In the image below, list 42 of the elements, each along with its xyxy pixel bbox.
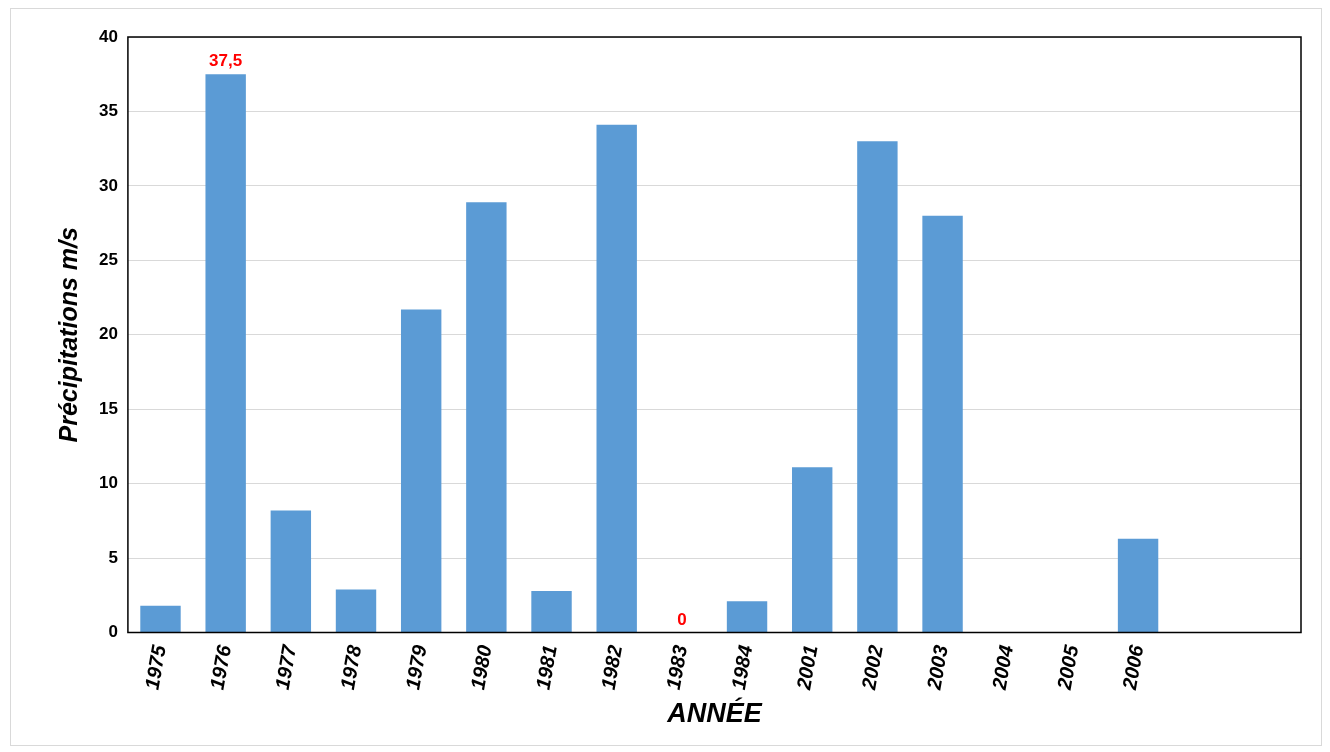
- bar: [270, 510, 312, 633]
- bar: [792, 467, 833, 633]
- x-tick-label: 1981: [531, 643, 561, 692]
- data-label: 0: [677, 609, 687, 629]
- x-tick-label: 2004: [987, 643, 1018, 693]
- x-tick-label: 2005: [1052, 642, 1083, 693]
- bar: [466, 202, 507, 633]
- y-tick-label: 30: [98, 175, 118, 195]
- bar: [857, 141, 898, 633]
- bar: [1117, 538, 1159, 633]
- x-tick-label: 1977: [270, 642, 301, 692]
- bar: [140, 605, 181, 633]
- y-tick-label: 40: [98, 26, 118, 46]
- x-tick-label: 1983: [661, 643, 692, 692]
- y-axis-title: Précipitations m/s: [53, 227, 82, 443]
- bar: [596, 124, 637, 633]
- x-tick-label: 1978: [335, 642, 366, 692]
- data-label: 37,5: [209, 51, 243, 71]
- x-tick-label: 2001: [792, 643, 822, 693]
- x-tick-label: 2003: [922, 643, 952, 693]
- x-tick-label: 2002: [857, 643, 887, 693]
- bar: [205, 74, 246, 633]
- y-tick-label: 5: [108, 547, 118, 567]
- bar: [335, 589, 377, 633]
- y-tick-label: 0: [108, 622, 118, 642]
- x-tick-label: 1975: [140, 642, 171, 692]
- x-tick-label: 1980: [466, 643, 496, 692]
- bar: [922, 215, 963, 633]
- bar: [400, 309, 442, 633]
- y-tick-label: 20: [98, 324, 118, 344]
- x-tick-label: 1984: [727, 643, 757, 692]
- bar: [726, 601, 768, 633]
- x-axis-title: ANNÉE: [666, 697, 763, 729]
- x-tick-label: 1976: [205, 642, 236, 692]
- y-tick-label: 15: [98, 398, 118, 418]
- y-tick-label: 35: [98, 101, 118, 121]
- x-tick-label: 1982: [596, 643, 627, 692]
- y-tick-label: 25: [98, 250, 118, 270]
- x-tick-label: 2006: [1117, 642, 1148, 693]
- bar: [531, 590, 572, 633]
- y-tick-label: 10: [98, 473, 118, 493]
- x-tick-label: 1979: [401, 642, 431, 692]
